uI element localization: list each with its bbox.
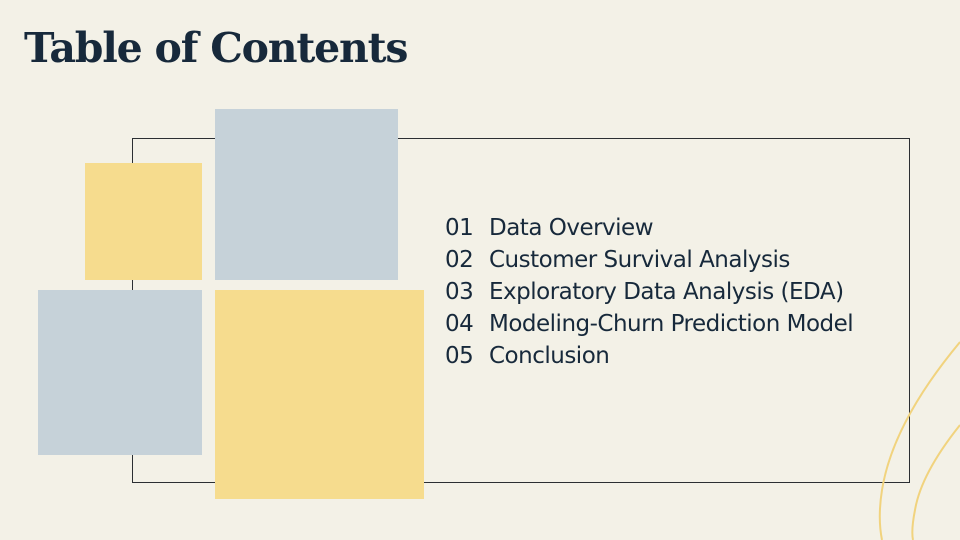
toc-list: 01 Data Overview 02 Customer Survival Anal… — [445, 212, 854, 372]
toc-number: 02 — [445, 247, 474, 273]
toc-label: Exploratory Data Analysis (EDA) — [489, 279, 844, 305]
page-title: Table of Contents — [24, 24, 408, 72]
toc-number: 04 — [445, 311, 474, 337]
toc-label: Modeling-Churn Prediction Model — [489, 311, 854, 337]
yellow-block-small — [85, 163, 202, 280]
toc-item-1: 01 Data Overview — [445, 212, 853, 244]
toc-number: 03 — [445, 279, 474, 305]
toc-label: Conclusion — [489, 343, 610, 369]
toc-label: Customer Survival Analysis — [489, 247, 790, 273]
toc-item-3: 03 Exploratory Data Analysis (EDA) — [445, 276, 853, 308]
toc-item-5: 05 Conclusion — [445, 340, 853, 372]
blue-block-left — [38, 290, 202, 455]
blue-block-top — [215, 109, 398, 280]
toc-item-2: 02 Customer Survival Analysis — [445, 244, 853, 276]
yellow-block-large — [215, 290, 424, 499]
deco-curve-inner — [911, 424, 960, 540]
toc-number: 05 — [445, 343, 474, 369]
toc-label: Data Overview — [489, 215, 654, 241]
toc-number: 01 — [445, 215, 474, 241]
deco-curve-outer — [878, 341, 960, 540]
toc-item-4: 04 Modeling-Churn Prediction Model — [445, 308, 854, 340]
decorative-curves — [878, 341, 960, 540]
